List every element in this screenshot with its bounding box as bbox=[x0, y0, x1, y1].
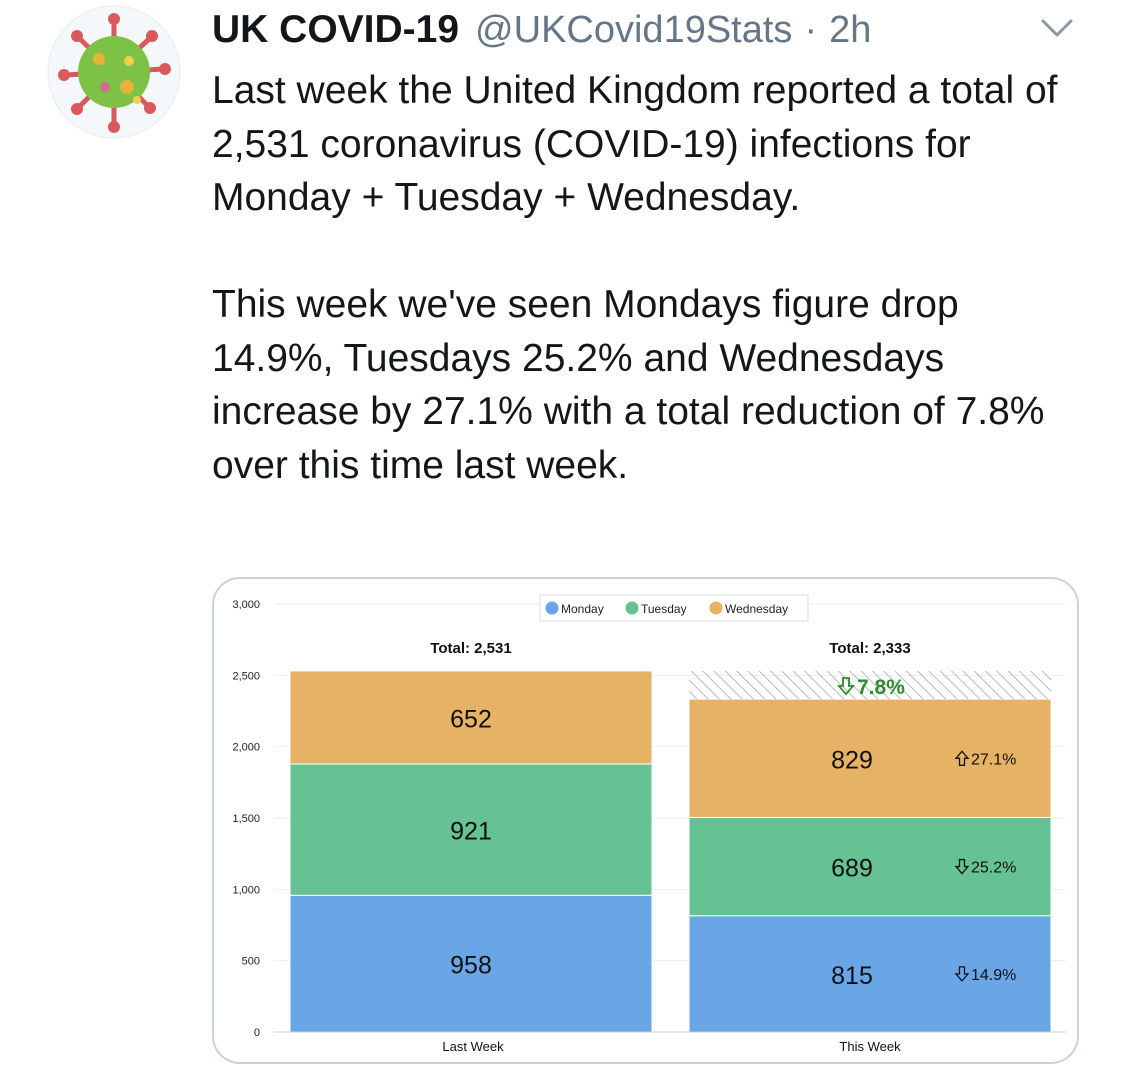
hatched-reduction-area bbox=[689, 670, 1051, 700]
bar-value-label: 958 bbox=[450, 952, 492, 980]
tweet-header: UK COVID-19 @UKCovid19Stats · 2h bbox=[212, 8, 871, 58]
outline-down-arrow-icon bbox=[837, 677, 855, 696]
tweet-text: Last week the United Kingdom reported a … bbox=[212, 64, 1082, 492]
bar-value-label: 829 bbox=[831, 746, 873, 774]
change-label: 14.9% bbox=[971, 967, 1016, 984]
total-change-label: 7.8% bbox=[857, 676, 905, 699]
change-label: 25.2% bbox=[971, 860, 1016, 877]
outline-down-arrow-icon bbox=[954, 858, 970, 875]
legend-label: Monday bbox=[561, 602, 604, 616]
bar-segment-monday bbox=[688, 915, 1052, 1033]
author-name[interactable]: UK COVID-19 bbox=[212, 8, 460, 51]
bar-segment-wednesday bbox=[688, 698, 1052, 818]
tweet-timestamp[interactable]: 2h bbox=[829, 9, 872, 51]
tweet-paragraph: This week we've seen Mondays figure drop… bbox=[212, 283, 1045, 487]
x-tick-label: This Week bbox=[839, 1039, 901, 1054]
bar-value-label: 921 bbox=[450, 818, 492, 846]
tweet-media-chart[interactable]: 0 500 1,000 1,500 2,000 2,500 3,000 958 921 652 To… bbox=[212, 577, 1079, 1064]
legend-box bbox=[539, 594, 809, 622]
virus-avatar-icon[interactable] bbox=[47, 5, 181, 139]
y-tick-label: 0 bbox=[254, 1027, 260, 1039]
total-label: Total: 2,333 bbox=[829, 640, 910, 657]
change-label: 27.1% bbox=[971, 751, 1016, 768]
legend-swatch bbox=[545, 601, 559, 615]
separator-dot: · bbox=[804, 9, 818, 51]
bar-segment-tuesday bbox=[289, 763, 653, 896]
legend-label: Wednesday bbox=[725, 602, 788, 616]
y-tick-label: 3,000 bbox=[232, 599, 260, 611]
y-tick-label: 2,500 bbox=[232, 670, 260, 682]
outline-down-arrow-icon bbox=[954, 966, 970, 982]
bar-value-label: 689 bbox=[831, 855, 873, 883]
legend-swatch bbox=[709, 601, 723, 615]
stacked-bar-chart: 0 500 1,000 1,500 2,000 2,500 3,000 958 921 652 To… bbox=[232, 594, 1066, 1054]
tweet-paragraph: Last week the United Kingdom reported a … bbox=[212, 69, 1058, 219]
y-tick-label: 500 bbox=[242, 956, 260, 968]
outline-up-arrow-icon bbox=[954, 750, 970, 766]
chevron-down-icon[interactable] bbox=[1040, 16, 1074, 40]
legend-swatch bbox=[625, 601, 639, 615]
bar-value-label: 815 bbox=[831, 962, 873, 990]
bar-segment-tuesday bbox=[688, 816, 1052, 917]
bar-value-label: 652 bbox=[450, 705, 492, 733]
y-tick-label: 1,500 bbox=[232, 813, 260, 825]
total-label: Total: 2,531 bbox=[430, 640, 511, 657]
y-tick-label: 2,000 bbox=[232, 742, 260, 754]
legend-label: Tuesday bbox=[641, 602, 687, 616]
bar-segment-wednesday bbox=[289, 670, 653, 765]
bar-segment-monday bbox=[289, 894, 653, 1033]
author-handle[interactable]: @UKCovid19Stats bbox=[475, 9, 793, 51]
x-tick-label: Last Week bbox=[442, 1039, 504, 1054]
y-tick-label: 1,000 bbox=[232, 884, 260, 896]
